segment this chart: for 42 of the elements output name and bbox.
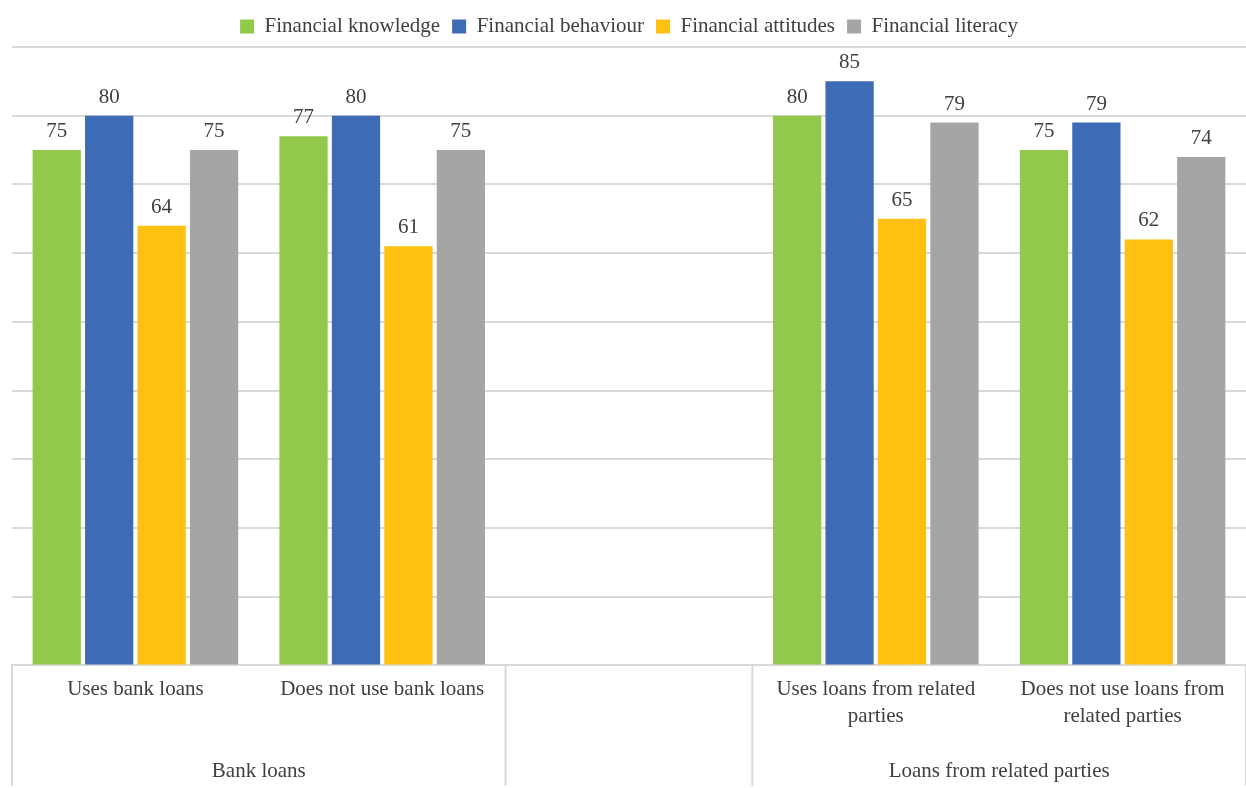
bar <box>279 136 328 665</box>
bar <box>137 225 186 665</box>
bar <box>331 115 381 665</box>
legend-label: Financial behaviour <box>476 13 645 38</box>
x-tick-label: Does not use loans from related parties <box>1020 675 1225 727</box>
x-tick-label: Uses loans from related parties <box>776 675 976 727</box>
data-label: 79 <box>1085 90 1107 115</box>
legend-label: Financial literacy <box>871 13 1019 38</box>
data-label: 75 <box>450 118 472 143</box>
bar <box>189 150 239 665</box>
data-label: 85 <box>839 49 861 74</box>
bar <box>1124 239 1173 665</box>
data-label: 74 <box>1190 124 1213 149</box>
bar <box>1019 150 1069 665</box>
legend-label: Financial knowledge <box>264 13 441 38</box>
data-label: 64 <box>151 193 173 218</box>
bar <box>773 115 822 665</box>
bar <box>825 81 874 665</box>
bar <box>930 122 979 665</box>
data-label: 75 <box>46 118 68 143</box>
bar <box>85 115 134 665</box>
data-label: 65 <box>891 186 913 211</box>
data-label: 62 <box>1138 207 1160 232</box>
text: Loans from related parties <box>888 758 1110 783</box>
bar <box>877 218 927 665</box>
bar <box>32 150 81 665</box>
data-label: 77 <box>293 104 315 129</box>
data-label: 80 <box>345 83 367 108</box>
legend-label: Financial attitudes <box>680 13 836 38</box>
x-tick-label: Does not use bank loans <box>280 675 485 700</box>
data-label: 75 <box>203 118 225 143</box>
x-tick-label: Uses bank loans <box>67 675 204 700</box>
text: Bank loans <box>211 758 306 783</box>
bar <box>1177 156 1226 665</box>
bar <box>436 150 485 665</box>
data-label: 79 <box>943 90 965 115</box>
bar <box>384 246 433 665</box>
data-label: 61 <box>397 214 419 239</box>
data-label: 80 <box>786 83 808 108</box>
data-label: 75 <box>1033 118 1055 143</box>
bar <box>1072 122 1121 665</box>
data-label: 80 <box>98 83 120 108</box>
